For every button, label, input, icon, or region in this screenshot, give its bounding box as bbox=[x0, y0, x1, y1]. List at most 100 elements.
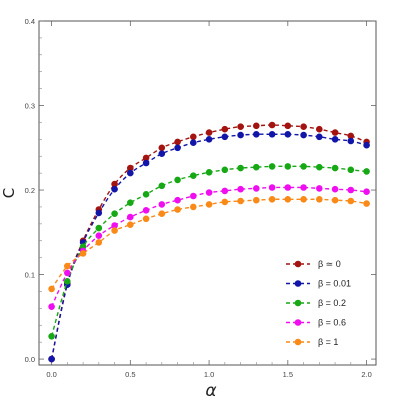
data-point bbox=[48, 303, 55, 311]
data-point bbox=[95, 239, 103, 246]
data-point bbox=[205, 201, 213, 208]
data-point bbox=[316, 163, 323, 171]
data-point bbox=[158, 144, 166, 152]
data-point bbox=[347, 137, 355, 145]
data-point bbox=[363, 141, 370, 149]
data-point bbox=[64, 262, 71, 270]
data-point bbox=[127, 221, 134, 228]
data-point bbox=[268, 196, 276, 203]
data-point bbox=[174, 206, 181, 213]
data-point bbox=[316, 125, 323, 133]
data-point bbox=[127, 199, 134, 206]
data-point bbox=[111, 222, 118, 229]
data-point bbox=[284, 196, 292, 203]
data-point bbox=[174, 138, 181, 146]
legend-label: β ≃ 0 bbox=[318, 259, 341, 269]
data-point bbox=[252, 185, 260, 192]
data-point bbox=[237, 164, 244, 172]
data-point bbox=[363, 188, 370, 195]
x-tick-label: 0.5 bbox=[125, 370, 135, 379]
data-point bbox=[190, 192, 197, 200]
data-point bbox=[252, 131, 260, 138]
data-point bbox=[142, 215, 150, 223]
data-point bbox=[221, 198, 229, 206]
data-point bbox=[64, 278, 71, 285]
data-point bbox=[300, 184, 307, 191]
legend-marker bbox=[294, 338, 302, 346]
data-point bbox=[237, 131, 244, 139]
x-axis-label: α bbox=[205, 381, 216, 401]
data-point bbox=[268, 163, 276, 170]
data-point bbox=[174, 144, 181, 152]
data-point bbox=[363, 200, 370, 207]
data-point bbox=[237, 123, 244, 130]
data-point bbox=[363, 168, 370, 175]
legend-label: β = 0.6 bbox=[318, 318, 346, 328]
data-point bbox=[221, 125, 229, 133]
data-point bbox=[347, 132, 355, 140]
data-point bbox=[316, 196, 323, 203]
legend-marker bbox=[294, 299, 302, 307]
data-point bbox=[316, 185, 323, 192]
data-point bbox=[48, 285, 55, 293]
data-point bbox=[158, 201, 166, 208]
data-point bbox=[252, 163, 260, 171]
y-tick-label: 0.0 bbox=[25, 355, 35, 364]
y-tick-label: 0.1 bbox=[25, 271, 35, 280]
y-tick-label: 0.4 bbox=[25, 17, 35, 26]
legend: β ≃ 0 β = 0.01 β = 0.2 β = 0.6 β = 1 bbox=[286, 259, 351, 347]
data-point bbox=[300, 123, 307, 130]
legend-label: β = 0.01 bbox=[318, 279, 351, 289]
x-tick-label: 2.0 bbox=[361, 370, 371, 379]
y-axis-label: C bbox=[0, 188, 18, 198]
data-point bbox=[174, 176, 181, 184]
data-point bbox=[221, 133, 229, 141]
data-point bbox=[221, 166, 229, 174]
x-tick-label: 0.0 bbox=[46, 370, 56, 379]
data-point bbox=[221, 187, 229, 195]
data-point bbox=[331, 136, 339, 143]
data-point bbox=[158, 210, 166, 217]
data-point bbox=[48, 333, 55, 340]
data-point bbox=[174, 196, 181, 204]
data-point bbox=[300, 163, 307, 170]
data-point bbox=[205, 136, 213, 143]
data-point bbox=[316, 133, 323, 141]
data-point bbox=[347, 186, 355, 194]
legend-marker bbox=[294, 260, 302, 268]
data-point bbox=[300, 131, 307, 139]
data-point bbox=[95, 224, 103, 232]
data-point bbox=[127, 169, 134, 177]
data-point bbox=[79, 250, 87, 257]
data-point bbox=[268, 131, 276, 138]
data-point bbox=[190, 139, 197, 146]
series-layer bbox=[48, 121, 370, 363]
data-point bbox=[331, 164, 339, 172]
data-point bbox=[347, 166, 355, 174]
data-point bbox=[331, 129, 339, 136]
data-point bbox=[268, 121, 276, 129]
data-point bbox=[142, 159, 150, 167]
data-point bbox=[158, 150, 166, 157]
y-tick-label: 0.2 bbox=[25, 186, 35, 195]
legend-label: β = 0.2 bbox=[318, 298, 346, 308]
data-point bbox=[284, 184, 292, 191]
legend-marker bbox=[294, 280, 302, 287]
data-point bbox=[205, 169, 213, 176]
data-point bbox=[252, 122, 260, 130]
data-point bbox=[252, 196, 260, 204]
data-point bbox=[190, 172, 197, 179]
data-point bbox=[127, 164, 134, 172]
data-point bbox=[284, 122, 292, 130]
data-point bbox=[268, 184, 276, 191]
legend-marker bbox=[294, 319, 302, 326]
data-point bbox=[111, 180, 118, 188]
x-tick-label: 1.0 bbox=[204, 370, 214, 379]
data-point bbox=[64, 269, 71, 277]
data-point bbox=[190, 133, 197, 141]
data-point bbox=[95, 209, 103, 217]
data-point bbox=[284, 163, 292, 170]
ticks-layer: 0.0 0.5 1.0 1.5 2.0 0.0 0.1 0.2 0.3 0.4 bbox=[25, 17, 376, 379]
